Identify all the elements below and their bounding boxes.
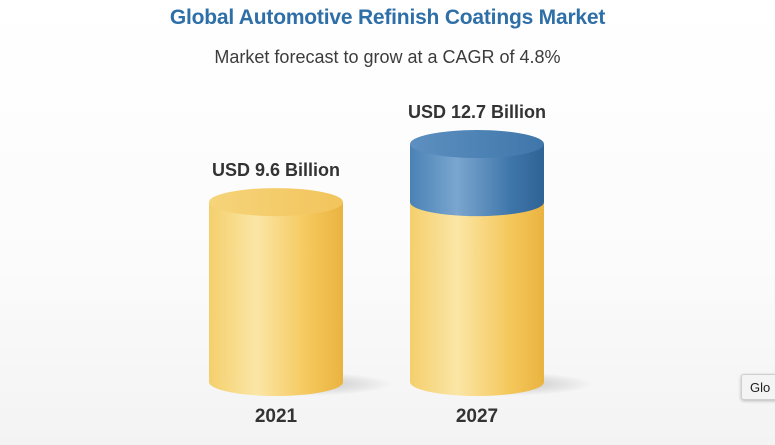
chart-subtitle: Market forecast to grow at a CAGR of 4.8…: [214, 47, 561, 67]
value-label-2027: USD 12.7 Billion: [408, 102, 546, 122]
side-tab[interactable]: Glo: [741, 374, 775, 400]
bar-growth-2027-body: [410, 144, 544, 217]
bar-base-2021-body: [209, 202, 343, 396]
category-label-2027: 2027: [456, 406, 498, 427]
category-label-2021: 2021: [255, 406, 298, 427]
value-label-2021: USD 9.6 Billion: [212, 160, 340, 180]
bar-growth-2027-top: [410, 130, 544, 158]
bar-base-2027-body: [410, 202, 544, 396]
bar-base-2021-top: [209, 188, 343, 217]
chart-title: Global Automotive Refinish Coatings Mark…: [169, 6, 606, 29]
